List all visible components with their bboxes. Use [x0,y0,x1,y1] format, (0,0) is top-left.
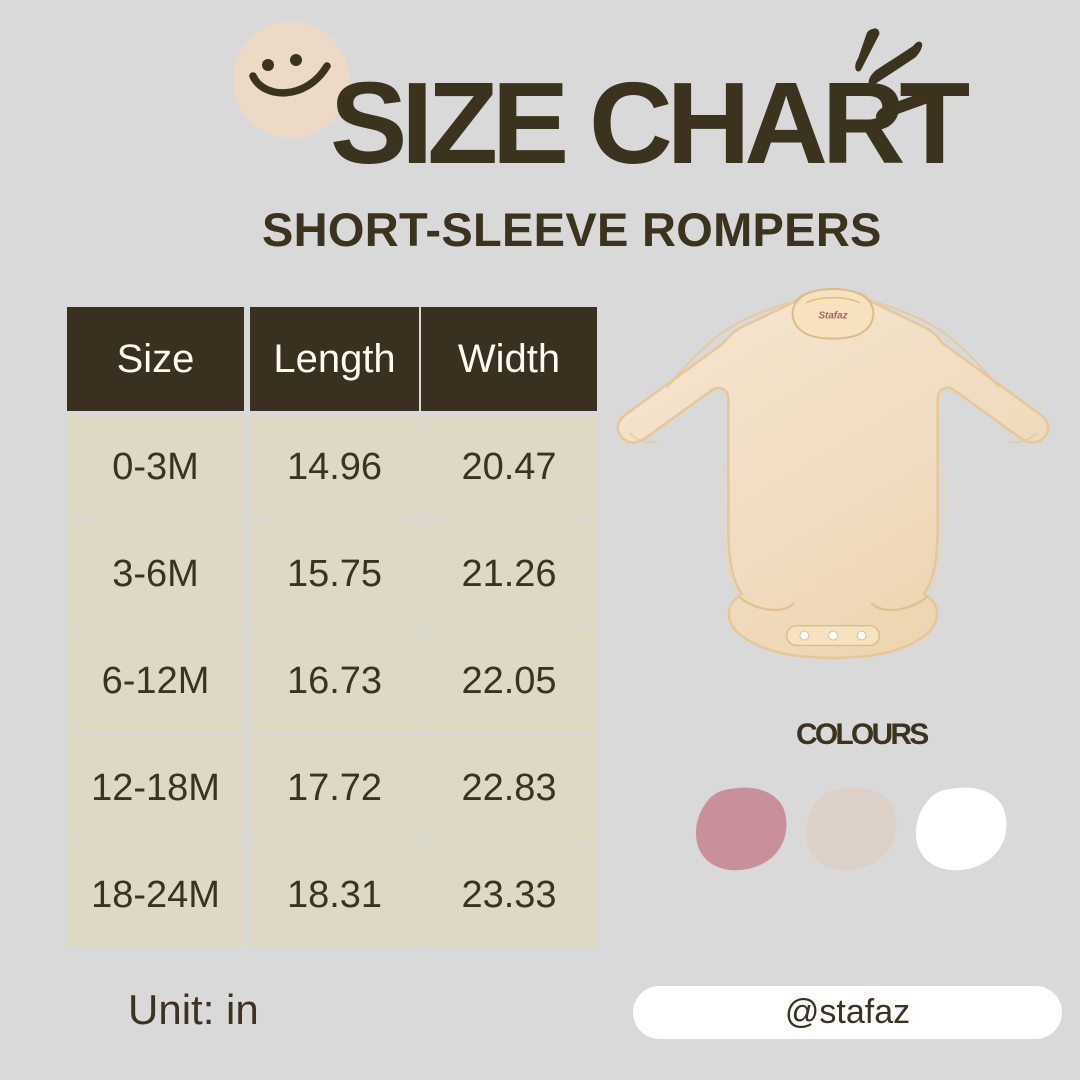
svg-text:Stafaz: Stafaz [818,311,847,322]
